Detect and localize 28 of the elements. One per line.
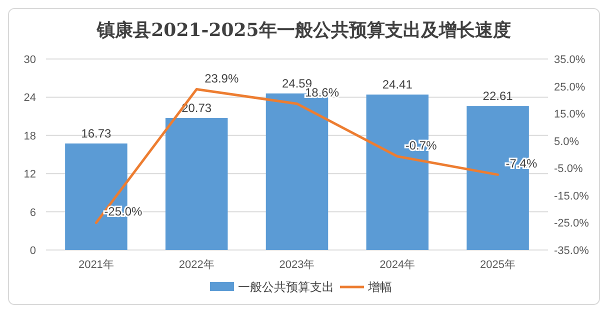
x-tick-label: 2025年 — [480, 259, 516, 271]
legend-label: 一般公共预算支出 — [238, 280, 334, 294]
x-tick-label: 2022年 — [178, 259, 214, 271]
y2-tick-label: 35.0% — [554, 54, 586, 66]
y-tick-label: 0 — [30, 245, 36, 257]
y-tick-label: 24 — [24, 92, 36, 104]
data-label: 16.73 — [81, 126, 112, 140]
legend-label: 增幅 — [367, 280, 392, 294]
y2-tick-label: -25.0% — [554, 218, 590, 230]
bar — [165, 118, 228, 250]
x-tick-label: 2024年 — [380, 259, 416, 271]
data-label: 23.9% — [204, 71, 239, 86]
y-tick-label: 18 — [24, 130, 36, 142]
y2-tick-label: 5.0% — [554, 136, 580, 148]
y-tick-label: 30 — [24, 54, 36, 66]
y2-tick-label: -15.0% — [554, 190, 590, 202]
data-label: 20.73 — [182, 101, 212, 116]
data-label: 24.41 — [382, 78, 413, 92]
y-tick-label: 6 — [30, 206, 36, 219]
data-label: 22.61 — [482, 89, 514, 104]
y2-tick-label: -35.0% — [554, 245, 590, 257]
x-tick-label: 2023年 — [279, 259, 315, 271]
y2-tick-label: 15.0% — [554, 108, 586, 121]
y2-tick-label: -5.0% — [554, 163, 583, 176]
y-tick-label: 12 — [24, 168, 36, 181]
y2-tick-label: 25.0% — [554, 81, 586, 94]
x-tick-label: 2021年 — [78, 259, 114, 271]
chart-title: 镇康县2021-2025年一般公共预算支出及增长速度 — [96, 20, 511, 41]
